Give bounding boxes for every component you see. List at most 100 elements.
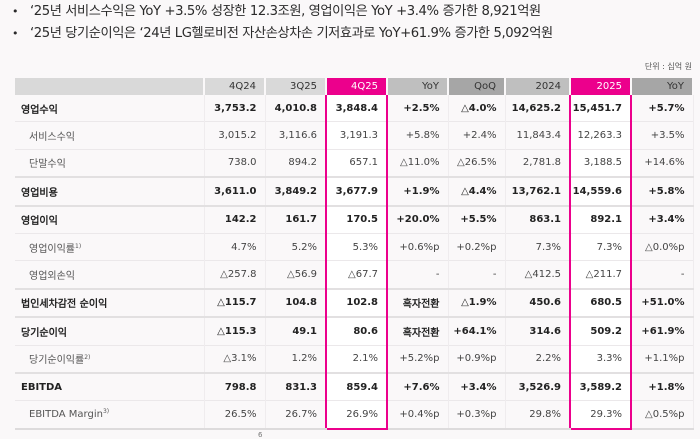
cell-2025: 15,451.7 [569, 95, 632, 122]
row-label-text: 영업이익 [21, 216, 58, 228]
cell-yoy-quarter: +1.9% [387, 176, 449, 206]
financial-table: 4Q24 3Q25 4Q25 YoY QoQ 2024 2025 YoY 영업수… [15, 78, 694, 430]
page-number: 6 [258, 431, 263, 439]
cell-3q25: 49.1 [265, 316, 327, 346]
cell-2024: 2.2% [505, 344, 571, 373]
footnote-marker: 2) [84, 354, 91, 362]
col-header-2024: 2024 [505, 78, 571, 95]
cell-2025: 12,263.3 [569, 121, 632, 150]
row-label: 영업수익 [15, 95, 205, 122]
cell-2024: 7.3% [505, 232, 571, 261]
cell-qoq: - [448, 260, 506, 289]
cell-yoy-quarter: +5.2%p [387, 344, 449, 373]
table-row: 영업이익률1) 4.7% 5.2% 5.3% +0.6%p +0.2%p 7.3% 7.3% △… [15, 232, 694, 261]
cell-yoy-annual: +3.5% [631, 121, 694, 150]
cell-4q25: 859.4 [325, 371, 388, 401]
cell-4q25: 170.5 [325, 204, 388, 234]
cell-4q25: 3,677.9 [325, 176, 388, 206]
table-row: 단말수익 738.0 894.2 657.1 △11.0% △26.5% 2,781.8 3,… [15, 148, 694, 178]
row-label-text: 당기순이익률 [29, 355, 85, 367]
row-label: 영업이익률1) [15, 232, 205, 261]
table-header-row: 4Q24 3Q25 4Q25 YoY QoQ 2024 2025 YoY [15, 78, 694, 95]
cell-yoy-quarter: △11.0% [387, 148, 449, 178]
cell-2025: 892.1 [569, 204, 632, 234]
col-header-4q24: 4Q24 [204, 78, 266, 95]
cell-2024: △412.5 [505, 260, 571, 289]
cell-yoy-annual: +1.8% [631, 371, 694, 401]
cell-4q24: 142.2 [204, 204, 266, 234]
cell-4q25: 80.6 [325, 316, 388, 346]
footnote-marker: 1) [75, 242, 82, 250]
cell-3q25: 26.7% [265, 400, 327, 430]
cell-4q25: △67.7 [325, 260, 388, 289]
bullet-item: • ‘25년 서비스수익은 YoY +3.5% 성장한 12.3조원, 영업이익은… [12, 0, 541, 19]
cell-4q24: △115.3 [204, 316, 266, 346]
cell-qoq: +0.2%p [448, 232, 506, 261]
table-row: 법인세차감전 순이익 △115.7 104.8 102.8 흑자전환 △1.9% 450.6… [15, 287, 694, 318]
cell-4q25: 2.1% [325, 344, 388, 373]
cell-4q24: 798.8 [204, 371, 266, 401]
row-label: EBITDA [15, 371, 205, 401]
cell-2024: 29.8% [505, 400, 571, 430]
cell-4q24: 4.7% [204, 232, 266, 261]
col-header-3q25: 3Q25 [265, 78, 327, 95]
unit-label: 단위 : 십억 원 [644, 62, 692, 71]
cell-qoq: +5.5% [448, 204, 506, 234]
cell-yoy-annual: +1.1%p [631, 344, 694, 373]
row-label-text: 당기순이익 [21, 327, 67, 339]
cell-yoy-annual: +61.9% [631, 316, 694, 346]
cell-qoq: +64.1% [448, 316, 506, 346]
cell-4q24: 3,015.2 [204, 121, 266, 150]
cell-2025: 7.3% [569, 232, 632, 261]
row-label-text: EBITDA [21, 381, 63, 393]
cell-2024: 450.6 [505, 287, 571, 318]
table-row: 영업수익 3,753.2 4,010.8 3,848.4 +2.5% △4.0% 14,62… [15, 95, 694, 122]
row-label: 법인세차감전 순이익 [15, 287, 205, 318]
cell-qoq: +0.3%p [448, 400, 506, 430]
cell-2024: 13,762.1 [505, 176, 571, 206]
cell-2025: 3,589.2 [569, 371, 632, 401]
row-label-text: 영업비용 [21, 187, 58, 199]
col-header-label [15, 78, 205, 95]
cell-4q24: △115.7 [204, 287, 266, 318]
cell-yoy-annual: +5.7% [631, 95, 694, 122]
row-label-text: 영업이익률 [29, 243, 75, 255]
cell-yoy-annual: - [631, 260, 694, 289]
cell-yoy-quarter: +0.4%p [387, 400, 449, 430]
cell-4q25: 3,191.3 [325, 121, 388, 150]
table-row: 당기순이익 △115.3 49.1 80.6 흑자전환 +64.1% 314.6 509.2 +… [15, 316, 694, 346]
cell-4q25: 102.8 [325, 287, 388, 318]
cell-qoq: +3.4% [448, 371, 506, 401]
cell-qoq: △4.0% [448, 95, 506, 122]
cell-2025: △211.7 [569, 260, 632, 289]
cell-2024: 314.6 [505, 316, 571, 346]
cell-2025: 29.3% [569, 400, 632, 430]
row-label: 영업이익 [15, 204, 205, 234]
cell-4q25: 657.1 [325, 148, 388, 178]
table-row: 서비스수익 3,015.2 3,116.6 3,191.3 +5.8% +2.4% 11,8… [15, 121, 694, 150]
cell-yoy-annual: +5.8% [631, 176, 694, 206]
cell-3q25: 161.7 [265, 204, 327, 234]
bullet-item: • ‘25년 당기순이익은 ‘24년 LG헬로비전 자산손상차손 기저효과로 Yo… [12, 22, 553, 41]
cell-2024: 3,526.9 [505, 371, 571, 401]
cell-yoy-annual: +14.6% [631, 148, 694, 178]
cell-2024: 11,843.4 [505, 121, 571, 150]
cell-yoy-quarter: +7.6% [387, 371, 449, 401]
col-header-yoy-annual: YoY [631, 78, 694, 95]
cell-4q24: 26.5% [204, 400, 266, 430]
row-label-text: 영업외손익 [29, 271, 75, 283]
cell-2024: 863.1 [505, 204, 571, 234]
table-row: 당기순이익률2) △3.1% 1.2% 2.1% +5.2%p +0.9%p 2.2% 3.3… [15, 344, 694, 373]
cell-yoy-quarter: 흑자전환 [387, 316, 449, 346]
cell-yoy-annual: +3.4% [631, 204, 694, 234]
cell-3q25: 894.2 [265, 148, 327, 178]
row-label: 당기순이익률2) [15, 344, 205, 373]
cell-yoy-quarter: +20.0% [387, 204, 449, 234]
row-label: 영업외손익 [15, 260, 205, 289]
cell-2025: 14,559.6 [569, 176, 632, 206]
col-header-4q25: 4Q25 [326, 78, 388, 95]
row-label-text: 서비스수익 [29, 132, 75, 144]
cell-yoy-quarter: +0.6%p [387, 232, 449, 261]
cell-4q25: 3,848.4 [325, 95, 388, 122]
cell-3q25: 831.3 [265, 371, 327, 401]
